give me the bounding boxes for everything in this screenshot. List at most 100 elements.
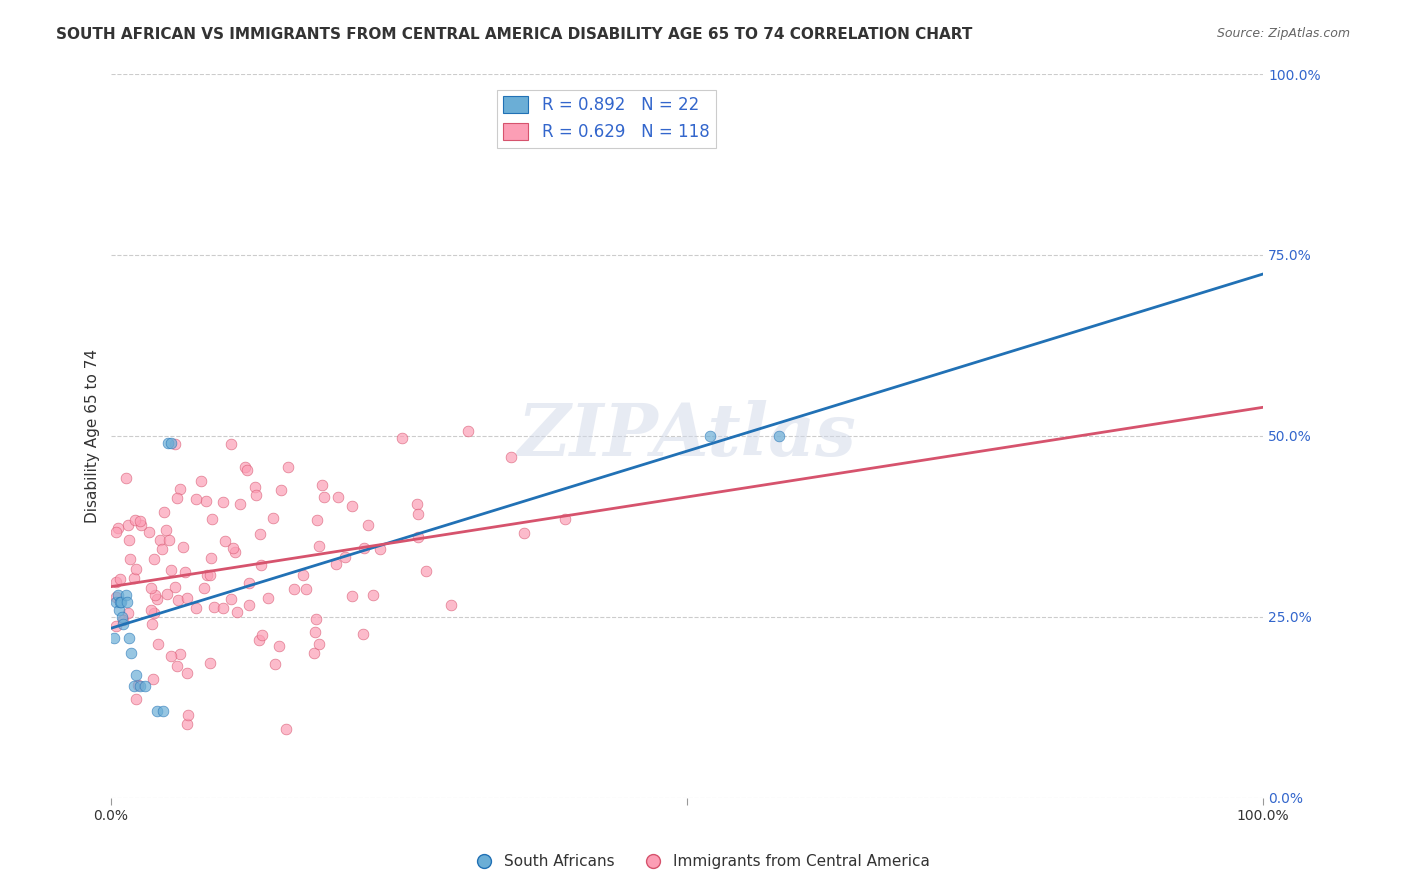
- Immigrants from Central America: [312, 490, 335, 504]
- Immigrants from Central America: [415, 564, 437, 578]
- Immigrants from Central America: [249, 526, 271, 541]
- Immigrants from Central America: [229, 497, 252, 511]
- South Africans: [125, 667, 148, 681]
- Immigrants from Central America: [294, 582, 316, 596]
- Immigrants from Central America: [368, 542, 391, 557]
- Immigrants from Central America: [107, 521, 129, 535]
- Immigrants from Central America: [152, 505, 174, 519]
- Immigrants from Central America: [263, 510, 285, 524]
- Immigrants from Central America: [353, 541, 375, 555]
- Immigrants from Central America: [155, 587, 177, 601]
- South Africans: [121, 646, 143, 660]
- Immigrants from Central America: [267, 639, 290, 653]
- Immigrants from Central America: [357, 517, 380, 532]
- Immigrants from Central America: [128, 515, 150, 529]
- Immigrants from Central America: [212, 600, 235, 615]
- Immigrants from Central America: [104, 591, 127, 605]
- Immigrants from Central America: [307, 513, 329, 527]
- South Africans: [103, 632, 125, 646]
- Immigrants from Central America: [117, 533, 139, 547]
- Immigrants from Central America: [257, 591, 280, 606]
- Immigrants from Central America: [264, 657, 287, 671]
- Immigrants from Central America: [499, 450, 522, 464]
- Immigrants from Central America: [184, 491, 207, 506]
- Immigrants from Central America: [186, 600, 208, 615]
- Immigrants from Central America: [127, 678, 149, 692]
- Immigrants from Central America: [222, 541, 245, 556]
- Immigrants from Central America: [245, 488, 267, 502]
- Immigrants from Central America: [311, 478, 333, 492]
- South Africans: [107, 602, 129, 616]
- Immigrants from Central America: [166, 491, 188, 505]
- South Africans: [122, 679, 145, 693]
- Immigrants from Central America: [125, 562, 148, 576]
- Immigrants from Central America: [141, 603, 163, 617]
- Immigrants from Central America: [195, 568, 218, 582]
- South Africans: [112, 617, 135, 632]
- South Africans: [118, 632, 141, 646]
- Immigrants from Central America: [150, 541, 173, 556]
- Immigrants from Central America: [190, 475, 212, 489]
- Immigrants from Central America: [305, 612, 328, 626]
- Immigrants from Central America: [200, 551, 222, 566]
- Immigrants from Central America: [326, 490, 349, 504]
- Immigrants from Central America: [117, 606, 139, 620]
- South Africans: [114, 588, 136, 602]
- Immigrants from Central America: [177, 707, 200, 722]
- South Africans: [111, 609, 134, 624]
- Immigrants from Central America: [308, 539, 330, 553]
- Immigrants from Central America: [111, 613, 134, 627]
- Immigrants from Central America: [110, 572, 132, 586]
- Immigrants from Central America: [292, 568, 315, 582]
- Immigrants from Central America: [250, 558, 273, 572]
- Immigrants from Central America: [513, 526, 536, 541]
- Immigrants from Central America: [176, 716, 198, 731]
- Y-axis label: Disability Age 65 to 74: Disability Age 65 to 74: [86, 349, 100, 523]
- Immigrants from Central America: [141, 582, 163, 596]
- Text: ZIPAtlas: ZIPAtlas: [517, 401, 856, 471]
- South Africans: [108, 595, 131, 609]
- South Africans: [157, 436, 180, 450]
- Immigrants from Central America: [117, 517, 139, 532]
- Immigrants from Central America: [440, 598, 463, 612]
- Immigrants from Central America: [363, 588, 385, 602]
- Immigrants from Central America: [201, 512, 224, 526]
- Immigrants from Central America: [138, 525, 160, 540]
- Immigrants from Central America: [160, 563, 183, 577]
- South Africans: [115, 595, 138, 609]
- Immigrants from Central America: [149, 533, 172, 547]
- South Africans: [105, 595, 128, 609]
- Immigrants from Central America: [308, 637, 330, 651]
- Immigrants from Central America: [200, 657, 222, 671]
- Immigrants from Central America: [176, 665, 198, 680]
- Immigrants from Central America: [155, 523, 177, 537]
- Immigrants from Central America: [238, 576, 260, 591]
- Immigrants from Central America: [142, 672, 165, 686]
- Immigrants from Central America: [352, 626, 374, 640]
- South Africans: [110, 595, 132, 609]
- Immigrants from Central America: [236, 463, 259, 477]
- Immigrants from Central America: [554, 512, 576, 526]
- Immigrants from Central America: [142, 551, 165, 566]
- Immigrants from Central America: [277, 459, 299, 474]
- Immigrants from Central America: [157, 533, 180, 548]
- Text: SOUTH AFRICAN VS IMMIGRANTS FROM CENTRAL AMERICA DISABILITY AGE 65 TO 74 CORRELA: SOUTH AFRICAN VS IMMIGRANTS FROM CENTRAL…: [56, 27, 973, 42]
- Immigrants from Central America: [125, 691, 148, 706]
- Immigrants from Central America: [406, 530, 429, 544]
- Immigrants from Central America: [148, 637, 170, 651]
- Immigrants from Central America: [274, 723, 297, 737]
- Immigrants from Central America: [406, 508, 429, 522]
- Immigrants from Central America: [195, 494, 218, 508]
- Immigrants from Central America: [143, 606, 166, 620]
- Immigrants from Central America: [250, 628, 273, 642]
- Immigrants from Central America: [202, 600, 225, 615]
- South Africans: [107, 588, 129, 602]
- Immigrants from Central America: [176, 591, 198, 606]
- Immigrants from Central America: [283, 582, 305, 596]
- Immigrants from Central America: [167, 593, 190, 607]
- Immigrants from Central America: [120, 552, 142, 566]
- Immigrants from Central America: [165, 580, 187, 594]
- Immigrants from Central America: [214, 534, 236, 549]
- Immigrants from Central America: [212, 494, 235, 508]
- Immigrants from Central America: [115, 471, 138, 485]
